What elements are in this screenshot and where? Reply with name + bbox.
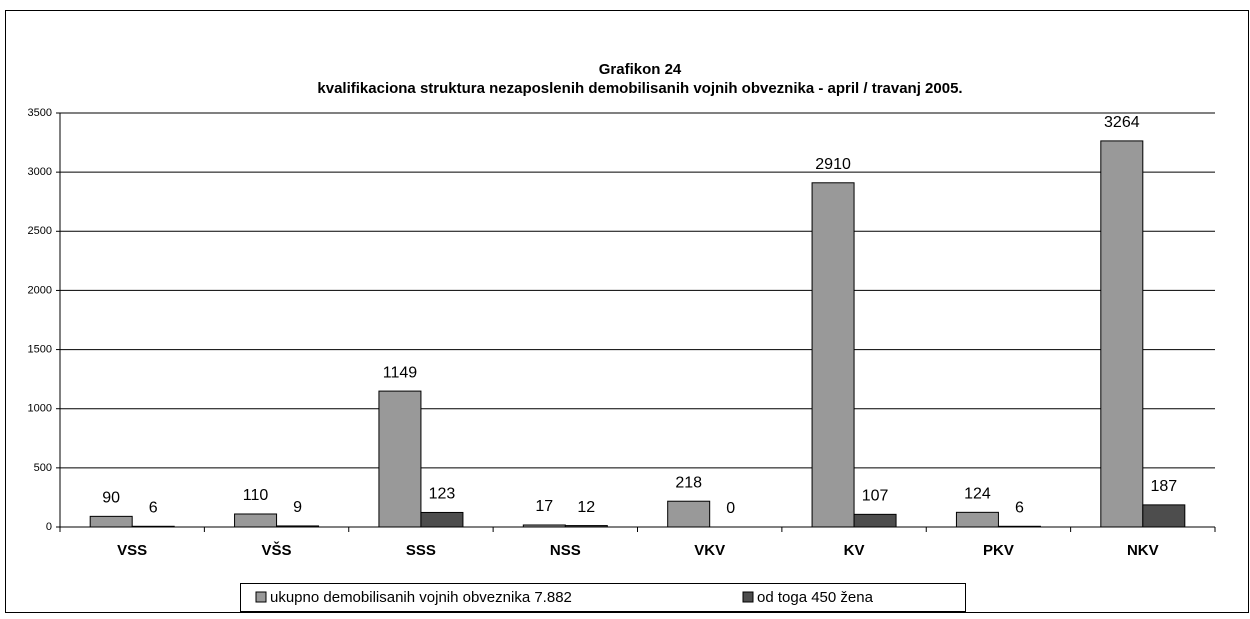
y-tick-label: 2500 <box>28 225 52 237</box>
bar <box>89 515 133 528</box>
value-label: 123 <box>429 486 456 503</box>
y-tick-label: 1000 <box>28 403 52 415</box>
value-label: 6 <box>1015 500 1024 517</box>
y-tick-label: 2000 <box>28 284 52 296</box>
legend-label: ukupno demobilisanih vojnih obveznika 7.… <box>270 589 572 606</box>
y-tick-label: 1500 <box>28 343 52 355</box>
y-tick-label: 3000 <box>28 166 52 178</box>
value-label: 187 <box>1150 478 1177 495</box>
value-label: 218 <box>675 474 702 491</box>
bar <box>1100 140 1144 528</box>
value-label: 0 <box>726 500 735 517</box>
bar <box>1142 504 1186 528</box>
y-tick-label: 500 <box>34 462 52 474</box>
x-tick-label: KV <box>844 542 865 559</box>
value-label: 110 <box>243 487 269 504</box>
bar <box>234 513 278 528</box>
x-tick-label: PKV <box>983 542 1014 559</box>
bar <box>811 182 855 528</box>
bar <box>853 513 897 528</box>
bar <box>667 500 711 528</box>
value-label: 1149 <box>383 364 418 381</box>
x-tick-label: VSS <box>117 542 147 559</box>
value-label: 6 <box>149 500 158 517</box>
value-label: 90 <box>102 490 120 507</box>
chart-frame <box>5 10 1249 613</box>
value-label: 12 <box>577 499 595 516</box>
chart-title: Grafikon 24 <box>599 61 682 78</box>
legend-swatch <box>255 591 267 603</box>
x-tick-label: VŠS <box>262 541 292 559</box>
value-label: 9 <box>293 499 302 516</box>
bar <box>955 511 999 528</box>
value-label: 17 <box>535 498 553 515</box>
value-label: 3264 <box>1104 114 1140 131</box>
x-tick-label: VKV <box>694 542 725 559</box>
value-label: 124 <box>964 486 991 503</box>
x-tick-label: SSS <box>406 542 436 559</box>
x-tick-label: NSS <box>550 542 581 559</box>
x-tick-label: NKV <box>1127 542 1159 559</box>
bar <box>378 390 422 528</box>
value-label: 2910 <box>815 156 851 173</box>
value-label: 107 <box>862 488 889 505</box>
bar <box>420 511 464 528</box>
legend-swatch <box>742 591 754 603</box>
y-tick-label: 0 <box>46 521 52 533</box>
legend-label: od toga 450 žena <box>757 589 874 606</box>
y-tick-label: 3500 <box>28 107 52 119</box>
chart-subtitle: kvalifikaciona struktura nezaposlenih de… <box>317 80 962 97</box>
legend-box <box>240 583 966 612</box>
